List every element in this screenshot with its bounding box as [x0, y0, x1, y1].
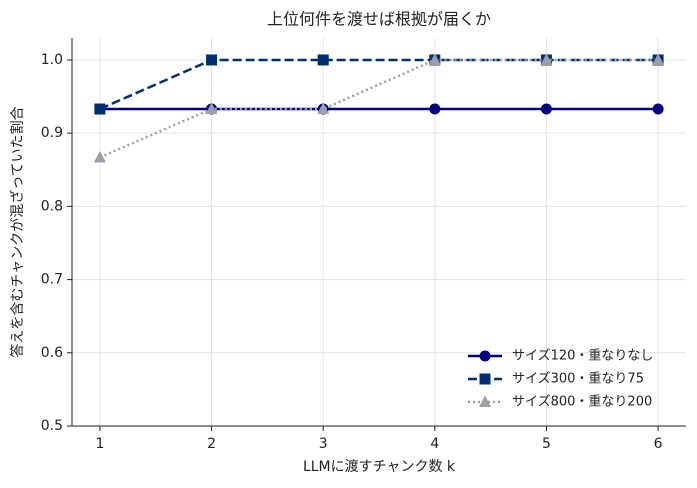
marker	[540, 53, 553, 65]
x-tick-label: 4	[430, 436, 439, 452]
y-axis-label: 答えを含むチャンクが混ざっていた割合	[9, 106, 26, 357]
marker	[206, 54, 218, 66]
marker	[652, 103, 664, 115]
marker	[317, 102, 330, 115]
x-tick-label: 6	[654, 436, 663, 452]
legend-label: サイズ800・重なり200	[512, 394, 652, 410]
x-tick-label: 5	[542, 436, 551, 452]
marker	[317, 54, 329, 66]
x-axis-label: LLMに渡すチャンク数 k	[303, 459, 456, 475]
x-tick-label: 3	[319, 436, 328, 452]
marker	[540, 103, 552, 115]
marker	[652, 53, 665, 65]
x-tick-label: 2	[207, 436, 216, 452]
legend-label: サイズ120・重なりなし	[512, 348, 653, 364]
y-tick-label: 0.9	[41, 125, 63, 141]
y-tick-label: 0.7	[41, 272, 63, 288]
y-tick-label: 0.8	[41, 198, 63, 214]
y-tick-label: 0.5	[41, 418, 63, 434]
marker	[205, 102, 218, 115]
chart-title: 上位何件を渡せば根拠が届くか	[267, 10, 491, 29]
y-tick-label: 1.0	[41, 52, 63, 68]
marker	[479, 395, 491, 407]
series-line	[99, 58, 659, 159]
marker	[479, 373, 491, 385]
marker	[429, 103, 441, 115]
marker	[93, 150, 106, 163]
marker	[428, 53, 441, 65]
legend-label: サイズ300・重なり75	[512, 371, 644, 387]
x-tick-label: 1	[95, 436, 104, 452]
y-tick-label: 0.6	[41, 345, 63, 361]
marker	[94, 103, 106, 115]
marker	[479, 350, 491, 362]
